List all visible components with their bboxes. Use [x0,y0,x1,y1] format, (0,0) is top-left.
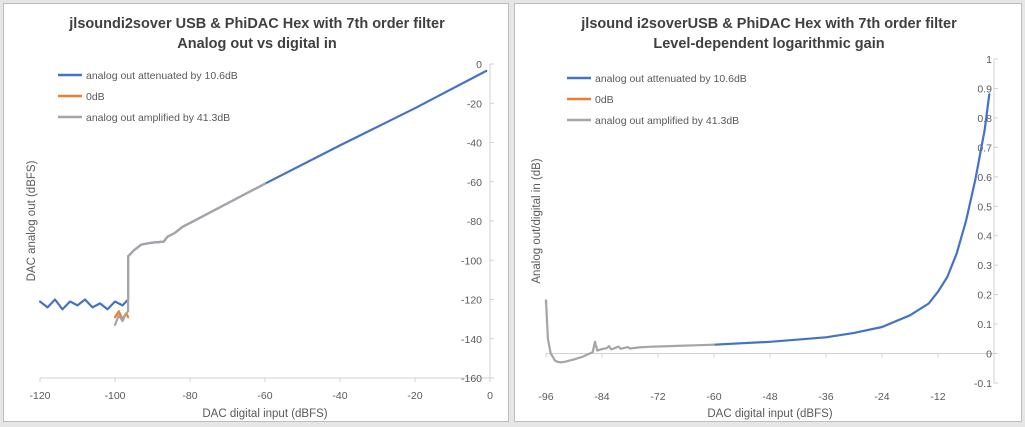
y-tick-label: -80 [467,216,482,228]
legend-label: analog out attenuated by 10.6dB [595,73,747,85]
x-tick-label: -60 [257,390,272,402]
y-tick-label: 0.3 [977,260,992,272]
y-tick-label: -120 [461,295,482,307]
x-axis-label: DAC digital input (dBFS) [202,408,327,420]
x-tick-label: -48 [762,391,777,403]
x-tick-label: -80 [182,390,197,402]
y-tick-label: 0.6 [977,172,992,184]
chart-title: jlsound i2soverUSB & PhiDAC Hex with 7th… [580,16,957,32]
series-line-1 [712,93,991,346]
y-tick-label: 0.1 [977,319,992,331]
x-tick-label: -84 [594,391,609,403]
y-axis-label: Analog out/digital in (dB) [531,158,543,283]
x-tick-label: -20 [407,390,422,402]
x-tick-label: -72 [650,391,665,403]
series-line-1 [38,69,488,311]
x-tick-label: -120 [29,390,50,402]
legend-label: 0dB [595,94,614,106]
legend-label: analog out amplified by 41.3dB [595,115,739,127]
x-tick-label: -96 [538,391,553,403]
chart-right-svg: jlsound i2soverUSB & PhiDAC Hex with 7th… [531,16,998,420]
chart-panel-left[interactable]: jlsoundi2sover USB & PhiDAC Hex with 7th… [3,3,509,422]
x-tick-label: -36 [818,391,833,403]
series-line-3 [113,182,267,327]
y-tick-label: -140 [461,334,482,346]
y-tick-label: 0.2 [977,290,992,302]
x-tick-label: -40 [332,390,347,402]
legend-label: 0dB [86,91,105,103]
y-tick-label: -160 [461,373,482,385]
x-tick-label: -12 [930,391,945,403]
y-tick-label: -0.1 [974,378,992,390]
y-tick-label: 1 [986,54,992,66]
x-tick-label: 0 [487,390,493,402]
chart-panel-right[interactable]: jlsound i2soverUSB & PhiDAC Hex with 7th… [514,3,1022,422]
x-tick-label: -100 [104,390,125,402]
x-tick-label: -24 [874,391,889,403]
y-tick-label: 0.4 [977,231,992,243]
legend-label: analog out amplified by 41.3dB [86,112,230,124]
y-tick-label: -20 [467,98,482,110]
y-axis-label: DAC analog out (dBFS) [26,160,38,281]
chart-subtitle: Analog out vs digital in [177,36,337,52]
chart-subtitle: Level-dependent logarithmic gain [653,36,884,52]
y-tick-label: -40 [467,138,482,150]
y-tick-label: 0 [476,59,482,71]
x-axis-label: DAC digital input (dBFS) [707,408,832,420]
chart-title: jlsoundi2sover USB & PhiDAC Hex with 7th… [68,16,445,32]
y-tick-label: 0.5 [977,201,992,213]
y-tick-label: -100 [461,255,482,267]
series-line-3 [544,299,716,364]
y-tick-label: 0.9 [977,83,992,95]
y-tick-label: -60 [467,177,482,189]
y-tick-label: 0 [986,349,992,361]
x-tick-label: -60 [706,391,721,403]
y-tick-label: 0.8 [977,113,992,125]
chart-left-svg: jlsoundi2sover USB & PhiDAC Hex with 7th… [26,16,494,420]
legend-label: analog out attenuated by 10.6dB [86,70,238,82]
